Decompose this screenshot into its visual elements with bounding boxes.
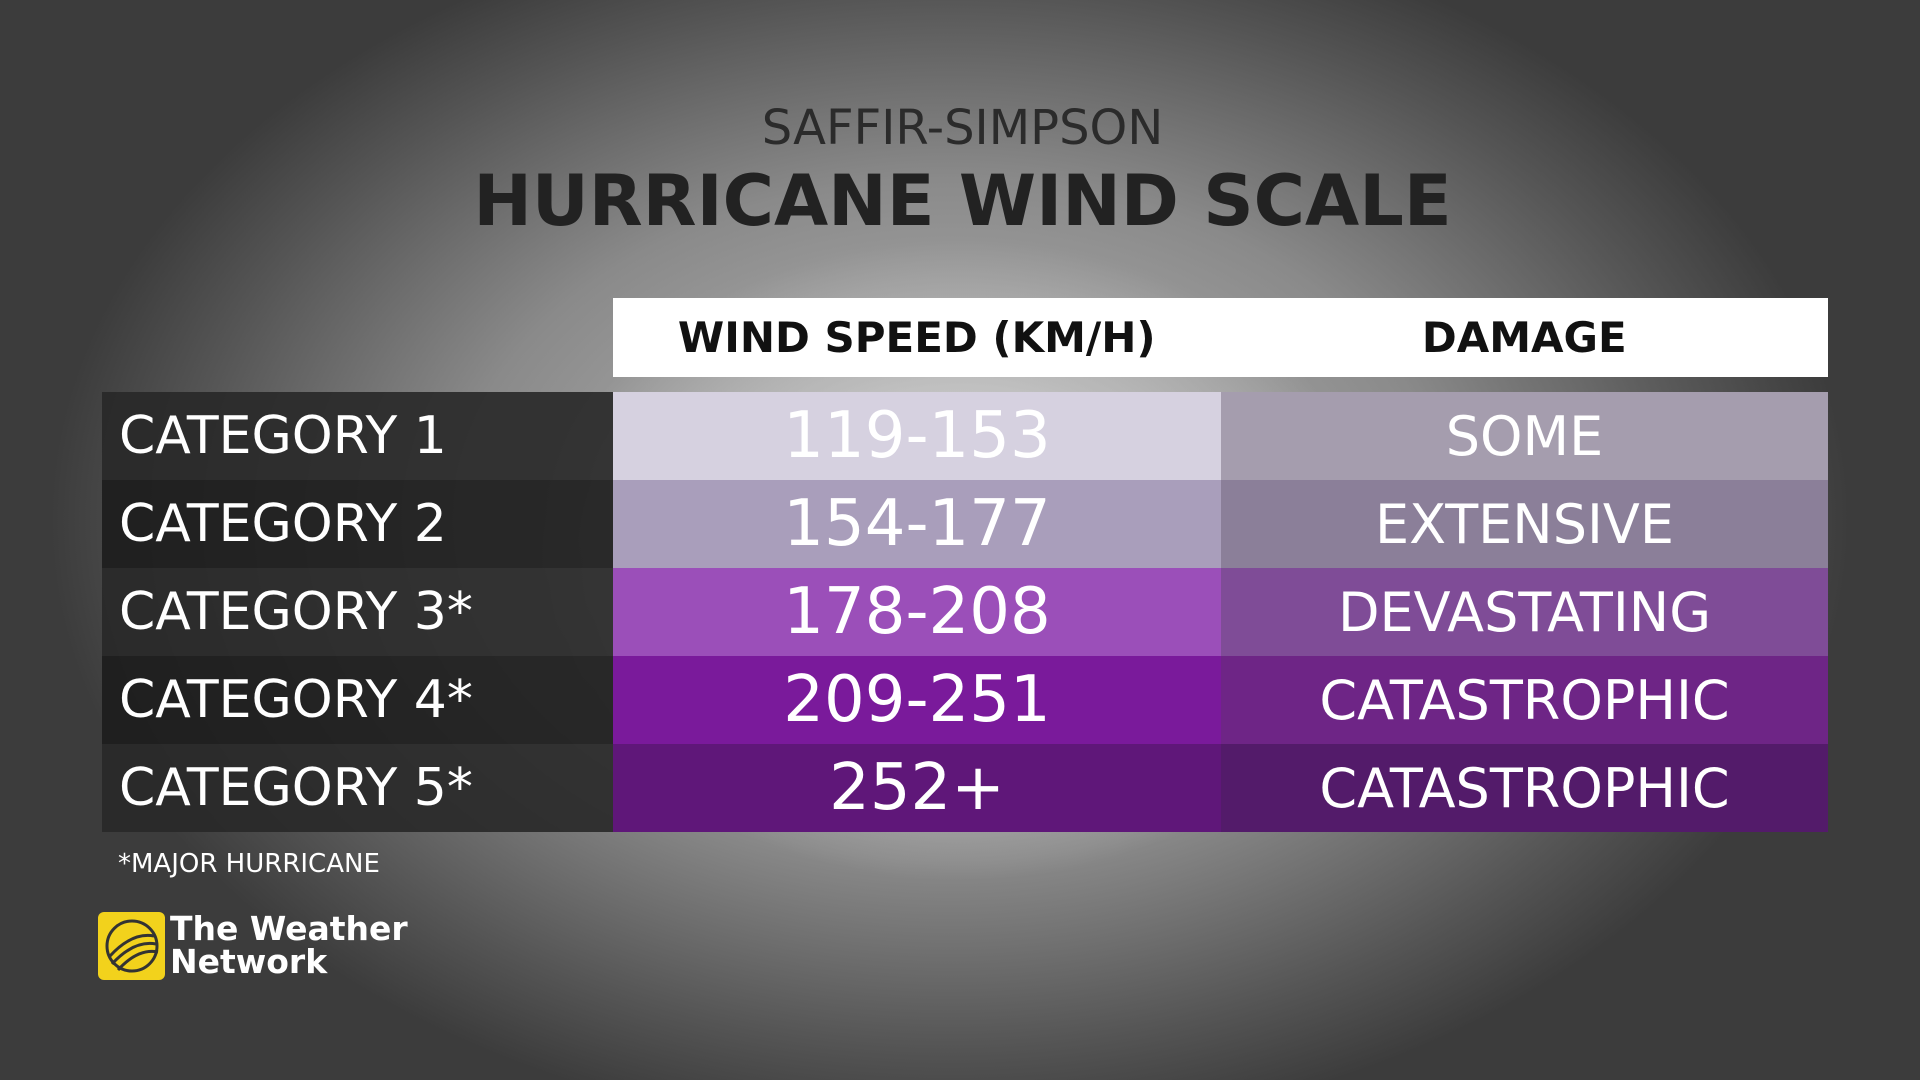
row-label: CATEGORY 5* [102, 744, 613, 832]
logo-graphic [105, 919, 159, 973]
table-body: CATEGORY 1 119-153 SOME CATEGORY 2 154-177 EX… [102, 392, 1828, 832]
damage: SOME [1221, 392, 1828, 480]
table-row: CATEGORY 4* 209-251 CATASTROPHIC [102, 656, 1828, 744]
footnote: *MAJOR HURRICANE [118, 849, 380, 879]
logo-icon [98, 912, 165, 980]
table-row: CATEGORY 5* 252+ CATASTROPHIC [102, 744, 1828, 832]
table-row: CATEGORY 2 154-177 EXTENSIVE [102, 480, 1828, 568]
wind-speed: 252+ [613, 744, 1221, 832]
wind-speed: 209-251 [613, 656, 1221, 744]
damage: EXTENSIVE [1221, 480, 1828, 568]
row-label: CATEGORY 2 [102, 480, 613, 568]
damage: CATASTROPHIC [1221, 744, 1828, 832]
wind-speed: 154-177 [613, 480, 1221, 568]
title: HURRICANE WIND SCALE [473, 160, 1452, 242]
column-header: WIND SPEED (KM/H) [677, 313, 1156, 362]
logo-text: The Weather Network [170, 912, 408, 978]
row-label: CATEGORY 4* [102, 656, 613, 744]
logo-line: Network [170, 942, 328, 981]
wind-speed: 178-208 [613, 568, 1221, 656]
damage: DEVASTATING [1221, 568, 1828, 656]
logo-line: The Weather [170, 909, 408, 948]
table-header: WIND SPEED (KM/H) DAMAGE [613, 298, 1828, 377]
row-label: CATEGORY 3* [102, 568, 613, 656]
table-row: CATEGORY 1 119-153 SOME [102, 392, 1828, 480]
wind-speed: 119-153 [613, 392, 1221, 480]
table-row: CATEGORY 3* 178-208 DEVASTATING [102, 568, 1828, 656]
column-header: DAMAGE [1421, 313, 1627, 362]
row-label: CATEGORY 1 [102, 392, 613, 480]
subtitle: SAFFIR-SIMPSON [761, 100, 1164, 156]
damage: CATASTROPHIC [1221, 656, 1828, 744]
